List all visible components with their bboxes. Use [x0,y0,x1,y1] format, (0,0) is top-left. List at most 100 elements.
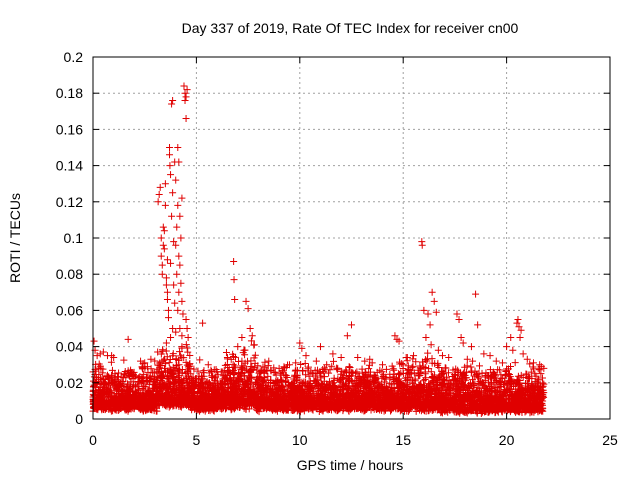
data-point [183,344,191,352]
data-point [396,371,404,379]
data-point [511,359,519,367]
data-point [167,372,175,380]
data-point [92,378,100,386]
data-point [158,386,166,394]
data-point [206,399,214,407]
data-point [285,379,293,387]
data-point [154,348,162,356]
data-point [196,400,204,408]
data-point [153,407,161,415]
data-point [169,385,177,393]
data-point [177,352,185,360]
data-point [150,378,158,386]
data-point [230,399,238,407]
data-point [155,394,163,402]
data-point [112,402,120,410]
data-point [226,400,234,408]
data-point [117,390,125,398]
data-point [159,372,167,380]
data-point [236,394,244,402]
data-point [101,400,109,408]
data-point [217,379,225,387]
data-point [188,385,196,393]
data-point [105,373,113,381]
data-point [95,360,103,368]
data-point [213,368,221,376]
data-point [233,374,241,382]
data-point [386,374,394,382]
data-point [171,387,179,395]
data-point [130,399,138,407]
data-point [107,388,115,396]
data-point [143,377,151,385]
data-point [109,403,117,411]
data-point [106,398,114,406]
data-point [97,399,105,407]
data-point [103,385,111,393]
data-point [223,360,231,368]
data-point [124,367,132,375]
data-point [240,386,248,394]
data-point [346,364,354,372]
data-point [169,378,177,386]
data-point [115,369,123,377]
data-point [99,369,107,377]
data-point [129,371,137,379]
data-point [140,382,148,390]
data-point [133,400,141,408]
data-point [330,374,338,382]
data-point [330,357,338,365]
data-point [205,384,213,392]
data-point [105,402,113,410]
data-point [156,363,164,371]
chart-title: Day 337 of 2019, Rate Of TEC Index for r… [182,20,519,36]
data-point [209,380,217,388]
data-point [222,374,230,382]
data-point [239,398,247,406]
data-point [151,357,159,365]
data-point [194,367,202,375]
data-point [396,360,404,368]
data-point [147,365,155,373]
data-point [117,381,125,389]
data-point [121,367,129,375]
data-point [107,358,115,366]
data-point [144,368,152,376]
data-point [116,380,124,388]
data-point [196,405,204,413]
data-point [163,353,171,361]
data-point [243,400,251,408]
data-point [159,346,167,354]
data-point [365,365,373,373]
data-point [107,384,115,392]
data-point [190,395,198,403]
data-point [203,395,211,403]
data-point [142,378,150,386]
data-point [188,394,196,402]
data-point [201,388,209,396]
grid-lines [93,57,610,419]
data-point [143,363,151,371]
data-point [254,362,262,370]
data-point [163,368,171,376]
data-point [213,389,221,397]
data-point [226,379,234,387]
data-point [326,366,334,374]
data-point [129,395,137,403]
data-point [247,337,255,345]
data-point [247,368,255,376]
data-point [196,378,204,386]
data-point [182,389,190,397]
data-point [108,371,116,379]
data-point [156,362,164,370]
data-point [95,371,103,379]
data-point [238,378,246,386]
data-point [190,365,198,373]
data-point [212,388,220,396]
data-point [244,390,252,398]
data-point [148,402,156,410]
data-point [167,366,175,374]
data-point [199,369,207,377]
data-points-layer [89,82,548,417]
data-point [140,391,148,399]
